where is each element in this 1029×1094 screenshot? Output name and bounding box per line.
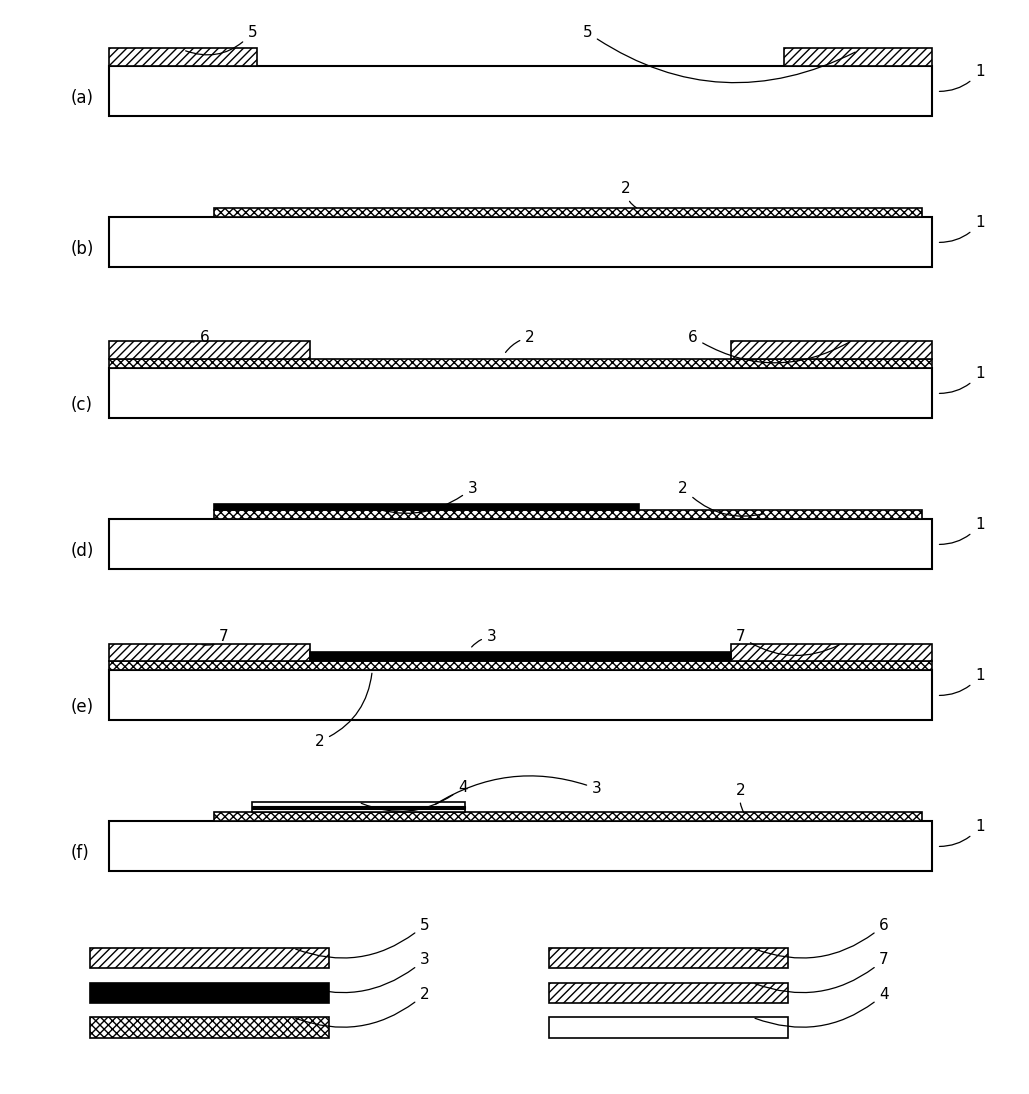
Text: 5: 5 <box>185 25 257 55</box>
Bar <box>549 982 788 1003</box>
Bar <box>90 948 329 968</box>
Text: 1: 1 <box>939 216 985 243</box>
Text: 5: 5 <box>582 25 855 83</box>
Text: 6: 6 <box>687 329 849 363</box>
Text: 1: 1 <box>939 819 985 847</box>
Text: 2: 2 <box>315 673 371 748</box>
Text: 3: 3 <box>365 480 477 513</box>
Bar <box>109 67 932 116</box>
Text: 6: 6 <box>755 918 889 958</box>
Bar <box>214 510 922 520</box>
Bar <box>109 369 932 418</box>
Text: 5: 5 <box>295 918 429 958</box>
Text: 2: 2 <box>620 182 637 208</box>
Text: 6: 6 <box>192 329 210 345</box>
Bar <box>109 671 932 720</box>
Text: 1: 1 <box>939 366 985 394</box>
Text: 7: 7 <box>736 629 839 655</box>
Text: 3: 3 <box>295 952 429 992</box>
Bar <box>109 644 310 661</box>
Text: 2: 2 <box>678 480 764 516</box>
Bar <box>731 341 932 359</box>
Text: (c): (c) <box>71 396 93 415</box>
Bar <box>549 948 788 968</box>
Text: 2: 2 <box>295 987 429 1027</box>
Text: 4: 4 <box>755 987 889 1027</box>
Text: 2: 2 <box>505 329 535 352</box>
Text: (b): (b) <box>71 240 94 258</box>
Text: 7: 7 <box>202 629 228 645</box>
Bar <box>252 806 465 810</box>
Bar <box>109 822 932 871</box>
Text: 4: 4 <box>361 780 468 812</box>
Text: 7: 7 <box>755 952 889 992</box>
Bar <box>549 1017 788 1037</box>
Bar <box>90 1017 329 1037</box>
Bar <box>109 341 310 359</box>
Bar <box>310 652 731 661</box>
Text: (d): (d) <box>71 542 94 560</box>
Text: 1: 1 <box>939 65 985 92</box>
Text: 3: 3 <box>471 629 497 647</box>
Text: (e): (e) <box>71 698 94 717</box>
Bar <box>252 802 465 813</box>
Bar <box>109 359 932 369</box>
Bar <box>109 520 932 569</box>
Bar <box>214 813 922 822</box>
Bar <box>109 48 257 67</box>
Bar <box>109 661 932 671</box>
Text: 2: 2 <box>736 782 745 813</box>
Bar <box>90 982 329 1003</box>
Bar <box>731 644 932 661</box>
Text: 3: 3 <box>435 776 602 804</box>
Text: (f): (f) <box>71 843 90 862</box>
Bar <box>214 208 922 218</box>
Text: 1: 1 <box>939 517 985 545</box>
Bar <box>214 504 639 510</box>
Text: (a): (a) <box>71 89 94 107</box>
Bar <box>109 218 932 267</box>
Text: 1: 1 <box>939 668 985 696</box>
Bar <box>783 48 932 67</box>
